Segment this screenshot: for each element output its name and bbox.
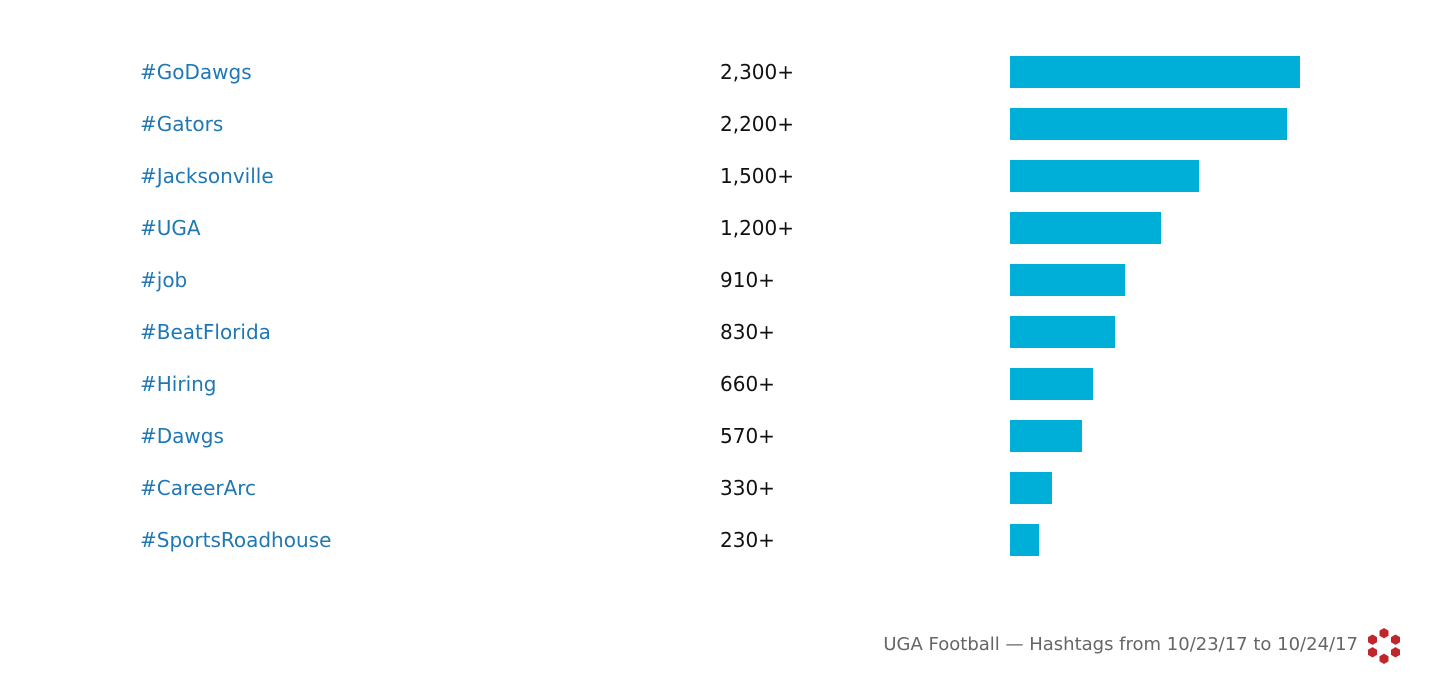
hashtag-count: 910+ (720, 268, 775, 292)
hashtag-count: 830+ (720, 320, 775, 344)
chart-row: #job 910+ (0, 254, 1440, 306)
chart-row: #BeatFlorida 830+ (0, 306, 1440, 358)
chart-row: #Dawgs 570+ (0, 410, 1440, 462)
hashtag-label[interactable]: #CareerArc (140, 476, 257, 500)
hashtag-label[interactable]: #Jacksonville (140, 164, 274, 188)
hashtag-bar (1010, 56, 1300, 88)
hashtag-label[interactable]: #UGA (140, 216, 201, 240)
chart-row: #Jacksonville 1,500+ (0, 150, 1440, 202)
hashtag-bar (1010, 316, 1115, 348)
hashtag-label[interactable]: #SportsRoadhouse (140, 528, 332, 552)
hashtag-count: 330+ (720, 476, 775, 500)
chart-row: #Gators 2,200+ (0, 98, 1440, 150)
hashtag-count: 2,200+ (720, 112, 795, 136)
hashtag-count: 230+ (720, 528, 775, 552)
chart-row: #GoDawgs 2,300+ (0, 46, 1440, 98)
chart-row: #SportsRoadhouse 230+ (0, 514, 1440, 566)
hashtag-count: 1,200+ (720, 216, 795, 240)
hashtag-bar (1010, 420, 1082, 452)
hashtag-bar (1010, 108, 1287, 140)
hashtag-bar (1010, 368, 1093, 400)
hashtag-count: 660+ (720, 372, 775, 396)
hexagon-cluster-logo-icon (1368, 628, 1400, 664)
hashtag-label[interactable]: #Dawgs (140, 424, 224, 448)
hashtag-label[interactable]: #job (140, 268, 188, 292)
chart-row: #Hiring 660+ (0, 358, 1440, 410)
hashtag-label[interactable]: #GoDawgs (140, 60, 252, 84)
hashtag-label[interactable]: #Gators (140, 112, 224, 136)
hashtag-count: 1,500+ (720, 164, 795, 188)
hashtag-label[interactable]: #BeatFlorida (140, 320, 271, 344)
hashtag-label[interactable]: #Hiring (140, 372, 217, 396)
hashtag-count: 2,300+ (720, 60, 795, 84)
chart-row: #UGA 1,200+ (0, 202, 1440, 254)
chart-caption: UGA Football — Hashtags from 10/23/17 to… (883, 634, 1358, 655)
hashtag-bar (1010, 212, 1161, 244)
hashtag-bar (1010, 472, 1052, 504)
hashtag-bar (1010, 264, 1125, 296)
chart-row: #CareerArc 330+ (0, 462, 1440, 514)
hashtag-bar (1010, 160, 1199, 192)
hashtag-bar (1010, 524, 1039, 556)
hashtag-count: 570+ (720, 424, 775, 448)
hashtag-bar-chart: #GoDawgs 2,300+ #Gators 2,200+ #Jacksonville… (0, 46, 1440, 566)
